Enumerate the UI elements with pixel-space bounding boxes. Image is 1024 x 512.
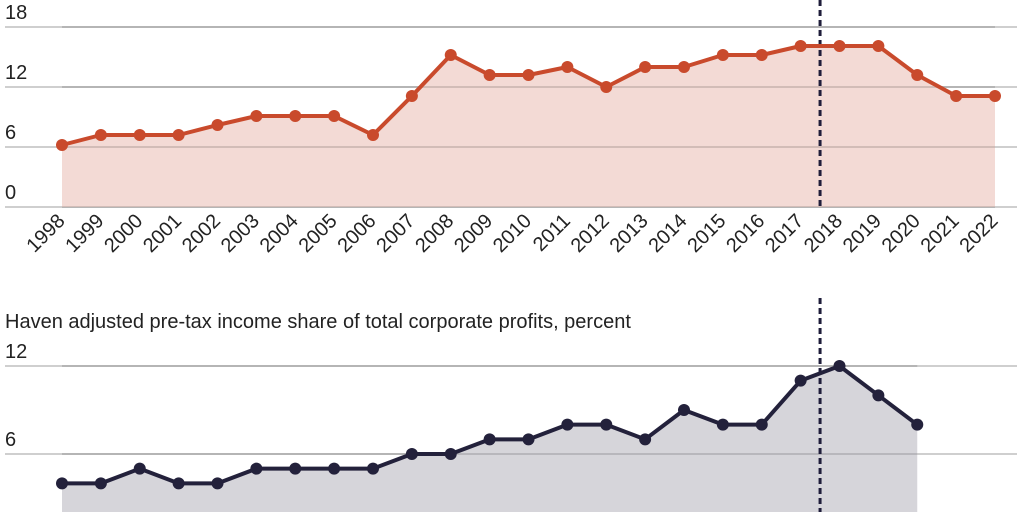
- data-point: [367, 462, 379, 475]
- data-point: [678, 404, 690, 416]
- data-point: [600, 81, 613, 93]
- x-tick-label: 2008: [411, 210, 458, 257]
- data-point: [289, 110, 302, 122]
- data-point: [522, 69, 535, 81]
- data-point: [950, 90, 963, 102]
- x-tick-label: 2007: [372, 210, 419, 257]
- data-point: [56, 477, 68, 490]
- data-point: [755, 418, 768, 431]
- x-tick-label: 2004: [256, 210, 303, 257]
- data-point: [755, 49, 768, 61]
- data-point: [639, 61, 652, 73]
- x-tick-label: 2010: [489, 210, 536, 257]
- y-tick-label: 18: [5, 2, 27, 24]
- data-point: [94, 129, 107, 141]
- data-point: [911, 418, 924, 431]
- data-point: [872, 40, 885, 52]
- data-point: [211, 477, 224, 490]
- data-point: [328, 110, 341, 122]
- data-point: [522, 433, 535, 446]
- y-tick-label: 0: [5, 182, 16, 204]
- x-tick-label: 1999: [61, 210, 108, 257]
- chart2-title: Haven adjusted pre-tax income share of t…: [5, 311, 631, 333]
- data-point: [367, 129, 379, 141]
- data-point: [639, 433, 652, 446]
- y-tick-label: 6: [5, 122, 16, 144]
- x-tick-label: 2011: [529, 210, 575, 256]
- x-tick-label: 2012: [567, 210, 614, 257]
- data-point: [716, 49, 729, 61]
- data-point: [833, 360, 846, 372]
- data-point: [405, 90, 418, 102]
- area-fill: [62, 46, 995, 207]
- x-tick-label: 2022: [956, 210, 1003, 257]
- x-tick-label: 2017: [761, 210, 808, 257]
- data-point: [872, 389, 885, 402]
- x-tick-label: 1998: [23, 210, 70, 257]
- data-point: [56, 139, 68, 151]
- x-tick-label: 2016: [722, 210, 769, 257]
- data-point: [911, 69, 924, 81]
- data-point: [250, 462, 263, 475]
- data-point: [405, 448, 418, 460]
- data-point: [483, 433, 496, 446]
- data-point: [172, 477, 185, 490]
- x-tick-label: 2006: [334, 210, 381, 257]
- data-point: [600, 418, 613, 431]
- data-point: [94, 477, 107, 490]
- y-tick-label: 6: [5, 429, 16, 451]
- data-point: [989, 90, 1001, 102]
- x-tick-label: 2001: [139, 210, 186, 257]
- data-point: [444, 448, 457, 460]
- data-point: [794, 40, 807, 52]
- data-point: [561, 418, 574, 431]
- x-tick-label: 2013: [606, 210, 653, 257]
- data-point: [716, 418, 729, 431]
- data-point: [483, 69, 496, 81]
- y-tick-label: 12: [5, 62, 27, 84]
- data-point: [211, 119, 224, 131]
- area-fill: [62, 366, 918, 512]
- y-tick-label: 12: [5, 341, 27, 363]
- data-point: [172, 129, 185, 141]
- x-tick-label: 2009: [450, 210, 497, 257]
- data-point: [133, 129, 146, 141]
- x-tick-label: 2018: [800, 210, 847, 257]
- x-tick-label: 2020: [878, 210, 925, 257]
- x-tick-label: 2003: [217, 210, 264, 257]
- data-point: [833, 40, 846, 52]
- data-point: [794, 374, 807, 387]
- data-point: [250, 110, 263, 122]
- data-point: [561, 61, 574, 73]
- data-point: [289, 462, 302, 475]
- x-tick-label: 2019: [839, 210, 886, 257]
- data-point: [678, 61, 690, 73]
- x-tick-label: 2014: [645, 210, 692, 257]
- data-point: [328, 462, 341, 475]
- x-tick-label: 2002: [178, 210, 225, 257]
- x-tick-label: 2021: [917, 210, 964, 257]
- x-tick-label: 2015: [683, 210, 730, 257]
- x-tick-label: 2000: [100, 210, 147, 257]
- x-tick-label: 2005: [295, 210, 342, 257]
- data-point: [133, 462, 146, 475]
- data-point: [444, 49, 457, 61]
